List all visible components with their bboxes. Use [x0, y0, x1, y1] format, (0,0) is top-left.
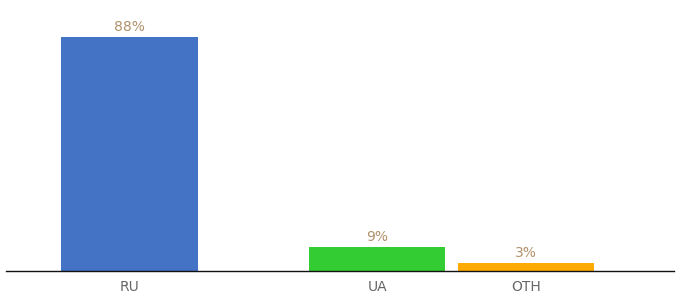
- Bar: [458, 263, 594, 271]
- Text: 3%: 3%: [515, 246, 537, 260]
- Text: 88%: 88%: [114, 20, 145, 34]
- Bar: [61, 38, 198, 271]
- Text: 9%: 9%: [366, 230, 388, 244]
- Bar: [309, 247, 445, 271]
